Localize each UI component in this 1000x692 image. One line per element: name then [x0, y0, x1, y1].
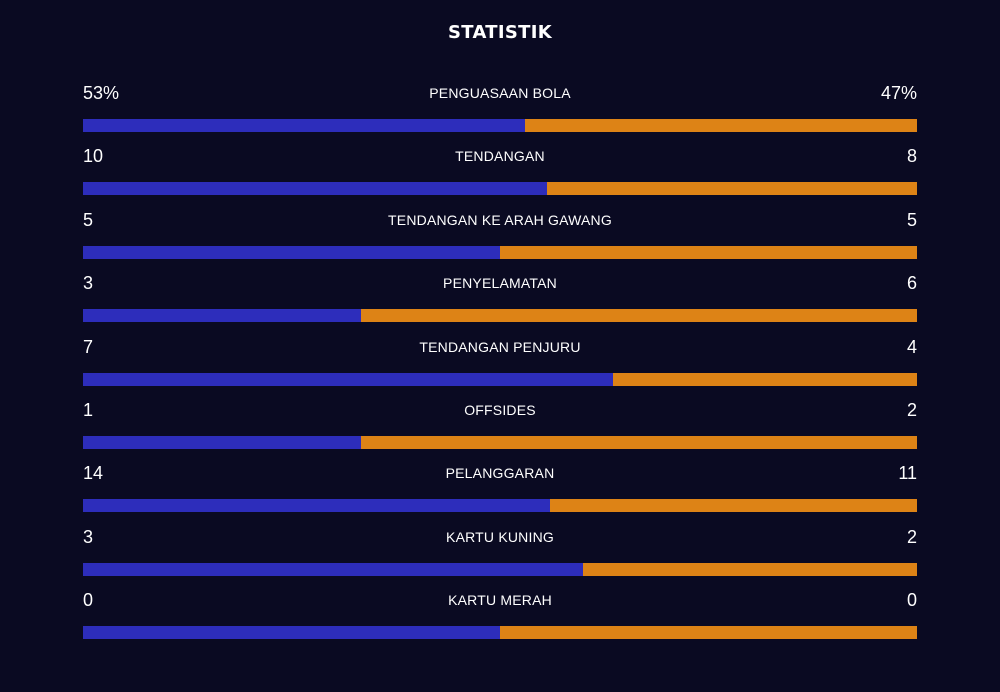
away-value: 0	[906, 590, 917, 611]
away-bar-segment	[583, 562, 917, 576]
home-value: 3	[83, 273, 94, 294]
away-value: 11	[898, 463, 917, 484]
away-value: 5	[906, 209, 917, 230]
home-bar-segment	[83, 309, 361, 323]
stat-header: PELANGGARAN 14 11	[83, 461, 917, 485]
comparison-bar	[83, 372, 917, 386]
away-bar-segment	[525, 119, 917, 132]
away-value: 8	[906, 146, 917, 167]
away-bar-segment	[360, 435, 917, 449]
stat-label: KARTU MERAH	[448, 592, 552, 609]
stat-label: TENDANGAN PENJURU	[419, 338, 581, 355]
stat-header: TENDANGAN KE ARAH GAWANG 5 5	[83, 208, 917, 232]
home-bar-segment	[83, 182, 547, 196]
away-bar-segment	[360, 309, 917, 323]
away-bar-segment	[500, 626, 917, 640]
stat-row: KARTU KUNING 3 2	[83, 525, 917, 588]
stat-label: OFFSIDES	[464, 401, 536, 418]
stat-label: TENDANGAN	[455, 148, 545, 165]
home-value: 10	[83, 146, 104, 167]
home-value: 0	[83, 590, 94, 611]
away-value: 2	[906, 399, 917, 420]
stat-row: TENDANGAN PENJURU 7 4	[83, 335, 917, 398]
stat-row: TENDANGAN KE ARAH GAWANG 5 5	[83, 208, 917, 271]
stat-row: PENGUASAAN BOLA 53% 47%	[83, 81, 917, 144]
home-value: 5	[83, 209, 94, 230]
stat-row: KARTU MERAH 0 0	[83, 588, 917, 651]
home-bar-segment	[83, 119, 526, 132]
away-bar-segment	[500, 245, 917, 259]
away-value: 4	[906, 336, 917, 357]
home-value: 7	[83, 336, 94, 357]
home-bar-segment	[83, 626, 500, 640]
comparison-bar	[83, 119, 917, 132]
stat-header: KARTU MERAH 0 0	[83, 588, 917, 612]
stat-row: PELANGGARAN 14 11	[83, 461, 917, 524]
away-value: 2	[906, 526, 917, 547]
home-bar-segment	[83, 562, 584, 576]
stat-row: TENDANGAN 10 8	[83, 144, 917, 207]
home-bar-segment	[83, 372, 614, 386]
stat-header: PENGUASAAN BOLA 53% 47%	[83, 81, 917, 105]
away-bar-segment	[613, 372, 917, 386]
away-value: 47%	[880, 83, 917, 103]
comparison-bar	[83, 562, 917, 576]
stat-header: TENDANGAN PENJURU 7 4	[83, 335, 917, 359]
stat-header: TENDANGAN 10 8	[83, 144, 917, 168]
home-value: 14	[83, 463, 104, 484]
stat-label: PENYELAMATAN	[443, 275, 557, 292]
home-value: 53%	[83, 83, 120, 103]
comparison-bar	[83, 626, 917, 640]
home-bar-segment	[83, 245, 500, 259]
stat-label: KARTU KUNING	[446, 528, 554, 545]
stat-label: PELANGGARAN	[445, 465, 555, 482]
home-value: 3	[83, 526, 94, 547]
home-bar-segment	[83, 435, 361, 449]
comparison-bar	[83, 309, 917, 323]
away-value: 6	[906, 273, 917, 294]
away-bar-segment	[546, 182, 917, 196]
away-bar-segment	[550, 499, 917, 513]
stat-label: PENGUASAAN BOLA	[429, 85, 571, 101]
stat-header: OFFSIDES 1 2	[83, 398, 917, 422]
comparison-bar	[83, 499, 917, 513]
stat-header: KARTU KUNING 3 2	[83, 525, 917, 549]
home-value: 1	[83, 399, 94, 420]
stat-header: PENYELAMATAN 3 6	[83, 271, 917, 295]
stats-list: PENGUASAAN BOLA 53% 47% TENDANGAN 10 8 TENDANG…	[83, 81, 917, 652]
comparison-bar	[83, 435, 917, 449]
comparison-bar	[83, 182, 917, 196]
comparison-bar	[83, 245, 917, 259]
stat-label: TENDANGAN KE ARAH GAWANG	[388, 211, 612, 228]
stat-row: PENYELAMATAN 3 6	[83, 271, 917, 334]
section-title: STATISTIK	[448, 22, 552, 43]
home-bar-segment	[83, 499, 551, 513]
stat-row: OFFSIDES 1 2	[83, 398, 917, 461]
